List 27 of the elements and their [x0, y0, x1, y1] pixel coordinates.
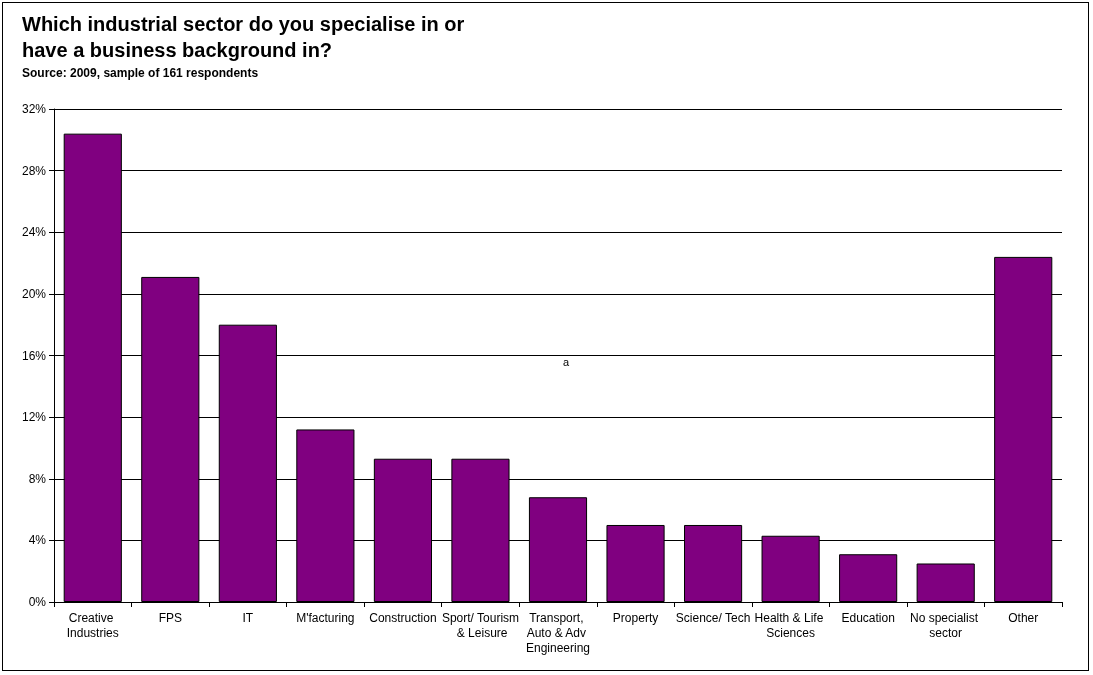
x-tick-label: Science/ Tech	[675, 610, 751, 625]
x-tick-label: IT	[242, 610, 254, 625]
y-tick-label: 28%	[21, 163, 47, 178]
x-tick-label: Transport, Auto & Adv Engineering	[525, 610, 591, 655]
y-tick-label: 24%	[21, 225, 47, 240]
x-tick-label: Health & Life Sciences	[754, 610, 827, 640]
chart-subtitle: Source: 2009, sample of 161 respondents	[22, 66, 259, 80]
x-tick-label: Property	[612, 610, 659, 625]
y-tick-label: 8%	[28, 471, 47, 486]
bar	[839, 554, 898, 602]
x-tick-label: Construction	[369, 610, 437, 625]
y-tick-label: 16%	[21, 348, 47, 363]
x-tick-label: Sport/ Tourism & Leisure	[441, 610, 520, 640]
y-tick-label: 0%	[28, 595, 47, 609]
x-tick-label: Education	[841, 610, 895, 625]
annotation: a	[563, 355, 570, 368]
x-tick-label: FPS	[158, 610, 182, 625]
x-tick-label: No specialist sector	[910, 610, 982, 640]
y-tick-label: 20%	[21, 286, 47, 301]
bar	[916, 563, 975, 602]
y-tick-label: 12%	[21, 410, 47, 425]
x-tick-label: M'facturing	[296, 610, 355, 625]
chart-title: Which industrial sector do you specialise in or have a business background in?	[22, 13, 465, 61]
x-tick-label: Other	[1008, 610, 1039, 625]
y-tick-label: 4%	[28, 533, 47, 548]
y-tick-label: 32%	[21, 102, 47, 116]
x-tick-label: Creative Industries	[66, 610, 119, 640]
